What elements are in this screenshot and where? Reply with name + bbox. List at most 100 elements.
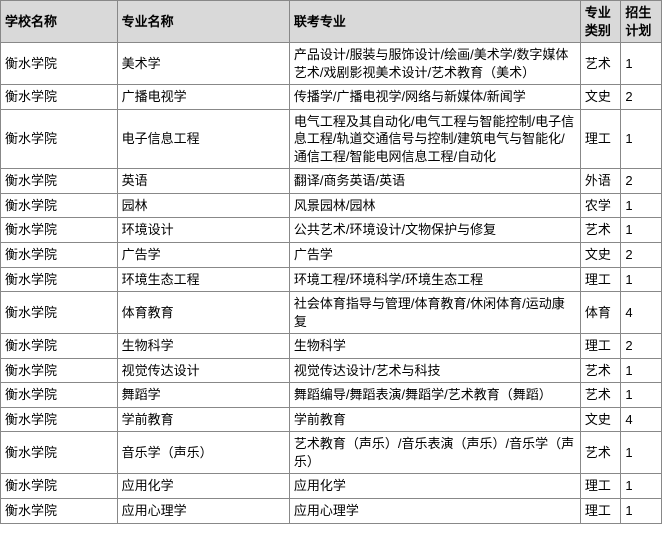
col-exam: 联考专业	[289, 1, 580, 43]
cell-exam: 学前教育	[289, 407, 580, 432]
cell-major: 园林	[117, 193, 289, 218]
cell-major: 广播电视学	[117, 85, 289, 110]
cell-exam: 视觉传达设计/艺术与科技	[289, 358, 580, 383]
table-row: 衡水学院视觉传达设计视觉传达设计/艺术与科技艺术1	[1, 358, 662, 383]
table-row: 衡水学院广告学广告学文史2	[1, 243, 662, 268]
cell-exam: 社会体育指导与管理/体育教育/休闲体育/运动康复	[289, 292, 580, 334]
cell-category: 文史	[580, 243, 621, 268]
cell-major: 环境设计	[117, 218, 289, 243]
col-category: 专业类别	[580, 1, 621, 43]
enrollment-table: 学校名称 专业名称 联考专业 专业类别 招生计划 衡水学院美术学产品设计/服装与…	[0, 0, 662, 524]
table-row: 衡水学院英语翻译/商务英语/英语外语2	[1, 169, 662, 194]
cell-major: 广告学	[117, 243, 289, 268]
cell-plan: 2	[621, 85, 662, 110]
cell-exam: 传播学/广播电视学/网络与新媒体/新闻学	[289, 85, 580, 110]
cell-school: 衡水学院	[1, 432, 118, 474]
cell-plan: 1	[621, 432, 662, 474]
cell-school: 衡水学院	[1, 499, 118, 524]
cell-exam: 电气工程及其自动化/电气工程与智能控制/电子信息工程/轨道交通信号与控制/建筑电…	[289, 109, 580, 169]
table-row: 衡水学院环境设计公共艺术/环境设计/文物保护与修复艺术1	[1, 218, 662, 243]
cell-plan: 2	[621, 334, 662, 359]
cell-school: 衡水学院	[1, 474, 118, 499]
cell-exam: 艺术教育（声乐）/音乐表演（声乐）/音乐学（声乐）	[289, 432, 580, 474]
cell-plan: 1	[621, 267, 662, 292]
cell-major: 体育教育	[117, 292, 289, 334]
table-row: 衡水学院音乐学（声乐）艺术教育（声乐）/音乐表演（声乐）/音乐学（声乐）艺术1	[1, 432, 662, 474]
cell-plan: 2	[621, 169, 662, 194]
cell-school: 衡水学院	[1, 218, 118, 243]
table-row: 衡水学院舞蹈学舞蹈编导/舞蹈表演/舞蹈学/艺术教育（舞蹈）艺术1	[1, 383, 662, 408]
cell-exam: 舞蹈编导/舞蹈表演/舞蹈学/艺术教育（舞蹈）	[289, 383, 580, 408]
cell-exam: 产品设计/服装与服饰设计/绘画/美术学/数字媒体艺术/戏剧影视美术设计/艺术教育…	[289, 43, 580, 85]
cell-exam: 应用心理学	[289, 499, 580, 524]
table-row: 衡水学院广播电视学传播学/广播电视学/网络与新媒体/新闻学文史2	[1, 85, 662, 110]
cell-school: 衡水学院	[1, 334, 118, 359]
col-school: 学校名称	[1, 1, 118, 43]
cell-plan: 1	[621, 43, 662, 85]
cell-plan: 1	[621, 218, 662, 243]
cell-exam: 环境工程/环境科学/环境生态工程	[289, 267, 580, 292]
cell-school: 衡水学院	[1, 193, 118, 218]
cell-plan: 4	[621, 407, 662, 432]
cell-category: 理工	[580, 267, 621, 292]
cell-school: 衡水学院	[1, 243, 118, 268]
cell-exam: 风景园林/园林	[289, 193, 580, 218]
cell-major: 生物科学	[117, 334, 289, 359]
cell-plan: 4	[621, 292, 662, 334]
cell-exam: 翻译/商务英语/英语	[289, 169, 580, 194]
cell-school: 衡水学院	[1, 85, 118, 110]
table-row: 衡水学院应用心理学应用心理学理工1	[1, 499, 662, 524]
cell-category: 艺术	[580, 358, 621, 383]
cell-major: 应用化学	[117, 474, 289, 499]
cell-major: 美术学	[117, 43, 289, 85]
cell-major: 视觉传达设计	[117, 358, 289, 383]
cell-major: 环境生态工程	[117, 267, 289, 292]
cell-plan: 1	[621, 383, 662, 408]
cell-school: 衡水学院	[1, 267, 118, 292]
cell-school: 衡水学院	[1, 407, 118, 432]
table-row: 衡水学院学前教育学前教育文史4	[1, 407, 662, 432]
cell-plan: 1	[621, 474, 662, 499]
cell-exam: 生物科学	[289, 334, 580, 359]
cell-plan: 2	[621, 243, 662, 268]
cell-major: 英语	[117, 169, 289, 194]
cell-major: 应用心理学	[117, 499, 289, 524]
cell-school: 衡水学院	[1, 292, 118, 334]
cell-category: 理工	[580, 474, 621, 499]
cell-school: 衡水学院	[1, 358, 118, 383]
cell-category: 艺术	[580, 432, 621, 474]
table-row: 衡水学院体育教育社会体育指导与管理/体育教育/休闲体育/运动康复体育4	[1, 292, 662, 334]
cell-category: 外语	[580, 169, 621, 194]
cell-major: 学前教育	[117, 407, 289, 432]
cell-category: 体育	[580, 292, 621, 334]
cell-category: 艺术	[580, 218, 621, 243]
cell-category: 理工	[580, 109, 621, 169]
cell-plan: 1	[621, 499, 662, 524]
cell-category: 理工	[580, 499, 621, 524]
table-row: 衡水学院电子信息工程电气工程及其自动化/电气工程与智能控制/电子信息工程/轨道交…	[1, 109, 662, 169]
cell-school: 衡水学院	[1, 169, 118, 194]
cell-school: 衡水学院	[1, 43, 118, 85]
cell-category: 文史	[580, 407, 621, 432]
cell-category: 理工	[580, 334, 621, 359]
cell-school: 衡水学院	[1, 109, 118, 169]
table-row: 衡水学院生物科学生物科学理工2	[1, 334, 662, 359]
cell-category: 艺术	[580, 43, 621, 85]
cell-school: 衡水学院	[1, 383, 118, 408]
cell-exam: 公共艺术/环境设计/文物保护与修复	[289, 218, 580, 243]
cell-exam: 应用化学	[289, 474, 580, 499]
cell-plan: 1	[621, 193, 662, 218]
cell-category: 艺术	[580, 383, 621, 408]
table-row: 衡水学院园林风景园林/园林农学1	[1, 193, 662, 218]
cell-category: 农学	[580, 193, 621, 218]
col-plan: 招生计划	[621, 1, 662, 43]
table-row: 衡水学院应用化学应用化学理工1	[1, 474, 662, 499]
cell-plan: 1	[621, 109, 662, 169]
col-major: 专业名称	[117, 1, 289, 43]
table-row: 衡水学院环境生态工程环境工程/环境科学/环境生态工程理工1	[1, 267, 662, 292]
cell-major: 电子信息工程	[117, 109, 289, 169]
cell-major: 音乐学（声乐）	[117, 432, 289, 474]
table-row: 衡水学院美术学产品设计/服装与服饰设计/绘画/美术学/数字媒体艺术/戏剧影视美术…	[1, 43, 662, 85]
cell-plan: 1	[621, 358, 662, 383]
cell-exam: 广告学	[289, 243, 580, 268]
